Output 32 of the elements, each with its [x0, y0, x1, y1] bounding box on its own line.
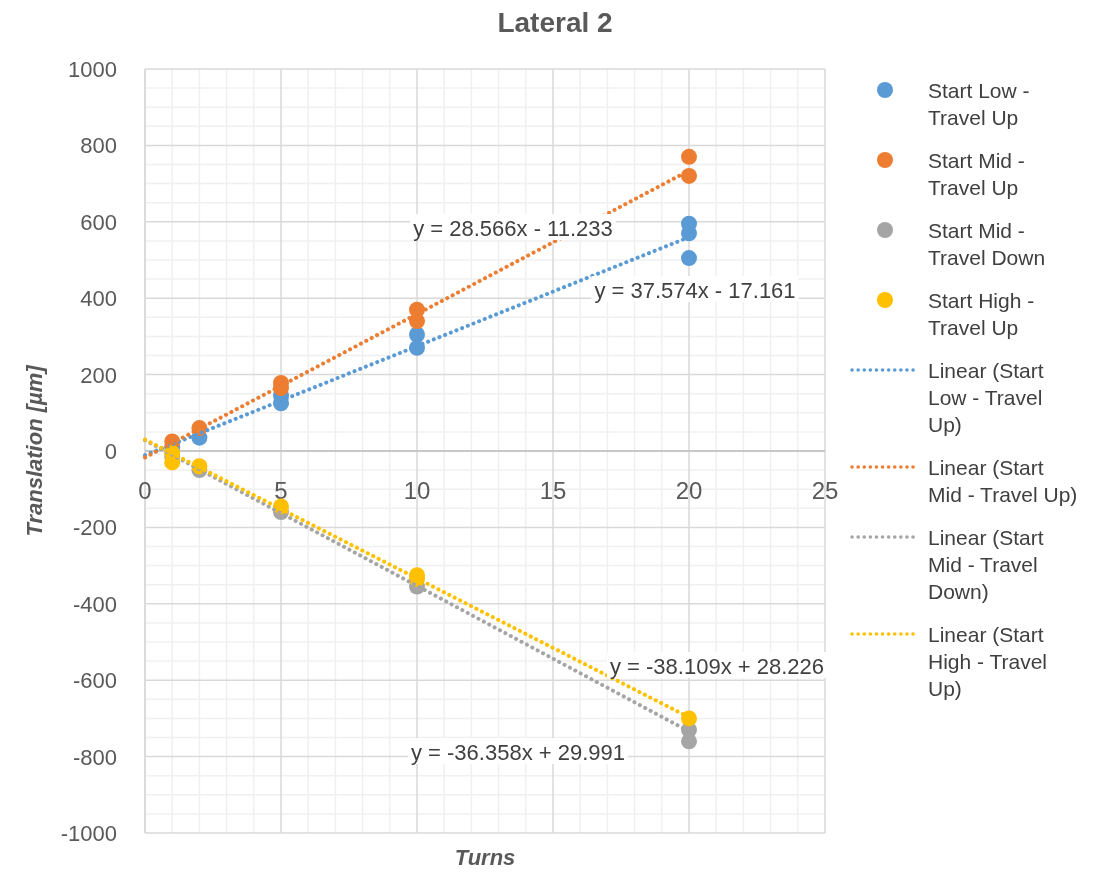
annotation: y = -38.109x + 28.226: [609, 654, 825, 679]
y-tick-label: 1000: [68, 57, 117, 82]
x-tick-label: 5: [274, 477, 288, 504]
y-tick-label: -1000: [60, 821, 117, 846]
legend-label: Linear (Start Low - Travel Up): [928, 359, 1044, 436]
y-axis-title: Translation [µm]: [22, 364, 47, 537]
annotation: y = -36.358x + 29.991: [410, 740, 626, 765]
y-tick-label: -200: [72, 515, 117, 541]
y-tick-label: -400: [72, 591, 117, 617]
legend-label: Linear (Start Mid - Travel Up): [928, 456, 1078, 506]
x-tick-label: 15: [539, 477, 567, 504]
legend-label: Start Mid - Travel Down: [928, 219, 1046, 269]
y-tick-label: 200: [80, 362, 117, 388]
x-tick-label: 10: [403, 477, 431, 504]
chart-title: Lateral 2: [497, 7, 613, 38]
y-tick-label: 400: [80, 286, 117, 312]
legend-label: Start Mid - Travel Up: [928, 149, 1025, 199]
y-tick-label: 600: [80, 209, 117, 235]
legend-label: Start Low - Travel Up: [928, 79, 1030, 129]
x-axis-title: Turns: [454, 845, 516, 870]
y-tick-label: -800: [72, 744, 117, 770]
legend-label: Start High - Travel Up: [928, 289, 1035, 339]
y-tick-label: -600: [72, 668, 117, 694]
annotation: y = 37.574x - 17.161: [594, 278, 796, 303]
x-tick-label: 20: [675, 477, 703, 504]
x-tick-label: 25: [811, 477, 839, 504]
y-tick-label: 0: [104, 439, 117, 464]
legend-label: Linear (Start Mid - Travel Down): [928, 526, 1044, 603]
y-tick-label: 800: [80, 133, 117, 159]
legend-label: Linear (Start High - Travel Up): [928, 623, 1048, 700]
x-tick-label: 0: [138, 477, 152, 504]
annotation: y = 28.566x - 11.233: [413, 216, 613, 241]
